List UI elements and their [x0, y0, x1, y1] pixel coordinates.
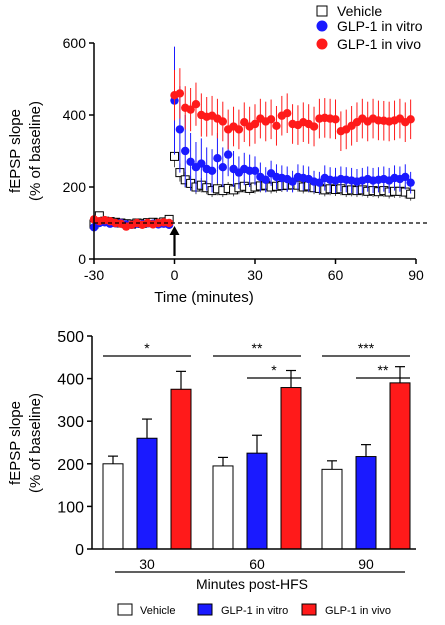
hfs-arrow-icon	[169, 226, 180, 256]
blue-swatch-icon	[197, 603, 213, 616]
legend-label-vehicle: Vehicle	[337, 3, 382, 19]
data-point	[266, 115, 276, 124]
data-point	[250, 166, 260, 175]
bar-chart-bars	[102, 366, 411, 550]
bar-legend-label-glp1-in-vivo: GLP-1 in vivo	[325, 605, 391, 617]
category-label: 60	[249, 556, 265, 572]
bar-glp-1-in-vitro	[246, 452, 268, 550]
bar-legend-item-vehicle: Vehicle	[117, 603, 175, 617]
y-tick-label: 400	[63, 107, 87, 123]
bar-y-tick-label: 200	[57, 457, 84, 474]
data-point	[175, 125, 185, 134]
category-label: 30	[139, 556, 155, 572]
x-tick-label: -30	[84, 267, 104, 283]
data-point	[331, 115, 340, 124]
significance-label: *	[144, 340, 150, 356]
y-axis-label-line2: (% of baseline)	[27, 101, 44, 201]
data-point	[250, 119, 260, 129]
red-swatch-icon	[301, 603, 317, 616]
category-label: 90	[358, 556, 374, 572]
open-square-icon	[316, 5, 328, 17]
bar-chart-axes	[91, 336, 416, 550]
data-point	[272, 121, 281, 130]
bar-chart-ticks: 0 100 200 300 400 500 30 60 90	[57, 329, 374, 572]
bar-y-tick-label: 500	[57, 329, 84, 346]
significance-label: ***	[358, 340, 375, 356]
data-point	[309, 122, 319, 131]
data-point	[218, 163, 227, 172]
data-point	[164, 218, 174, 228]
legend-item-vehicle: Vehicle	[316, 3, 382, 19]
legend-item-glp1-in-vivo: GLP-1 in vivo	[316, 36, 421, 52]
series-vehicle	[89, 145, 416, 229]
data-point	[401, 172, 410, 182]
data-point	[234, 125, 244, 134]
data-point	[207, 166, 217, 175]
red-circle-icon	[316, 38, 328, 50]
legend-label-glp1-in-vivo: GLP-1 in vivo	[337, 36, 421, 52]
bar-vehicle	[102, 463, 124, 550]
bar-glp-1-in-vivo	[389, 382, 411, 550]
data-point	[283, 109, 292, 118]
x-tick-label: 90	[408, 267, 424, 283]
bar-vehicle	[212, 465, 234, 550]
data-point	[186, 157, 195, 166]
bar-legend-label-vehicle: Vehicle	[140, 605, 175, 617]
bar-glp-1-in-vivo	[280, 387, 302, 550]
time-course-series	[89, 46, 416, 232]
data-point	[191, 100, 201, 109]
legend-item-glp1-in-vitro: GLP-1 in vitro	[316, 18, 423, 34]
bar-y-axis-label-line2: (% of baseline)	[27, 393, 44, 493]
hfs-arrow-head	[169, 226, 180, 235]
data-point	[261, 175, 270, 184]
data-point	[218, 117, 227, 126]
data-point	[175, 89, 185, 98]
data-point	[406, 178, 415, 187]
bar-vehicle	[321, 468, 343, 550]
y-tick-label: 600	[63, 35, 87, 51]
data-point	[223, 150, 233, 159]
significance-brackets: * ********	[103, 340, 410, 379]
data-point	[197, 159, 206, 168]
y-axis-label-line1: fEPSP slope	[7, 109, 24, 193]
bar-x-axis-label: Minutes post-HFS	[196, 576, 308, 592]
bar-y-tick-label: 0	[75, 542, 84, 559]
bar-legend-label-glp1-in-vitro: GLP-1 in vitro	[221, 605, 288, 617]
series-glp-1-in-vivo	[89, 68, 415, 231]
y-tick-label: 0	[78, 251, 86, 267]
x-tick-label: 60	[328, 267, 344, 283]
x-tick-label: 0	[171, 267, 179, 283]
significance-label: **	[252, 340, 263, 356]
bar-glp-1-in-vitro	[136, 437, 158, 550]
bar-legend-item-glp1-in-vivo: GLP-1 in vivo	[301, 603, 391, 617]
legend-label-glp1-in-vitro: GLP-1 in vitro	[337, 18, 423, 34]
blue-circle-icon	[316, 20, 328, 32]
white-swatch-icon	[117, 603, 133, 616]
bar-glp-1-in-vitro	[355, 456, 377, 550]
data-point	[181, 146, 190, 156]
bar-legend-item-glp1-in-vitro: GLP-1 in vitro	[197, 603, 288, 617]
significance-label: *	[271, 362, 277, 378]
y-tick-label: 200	[63, 179, 87, 195]
data-point	[213, 154, 222, 163]
data-point	[406, 115, 415, 124]
bar-y-tick-label: 100	[57, 499, 84, 516]
bar-y-tick-label: 300	[57, 414, 84, 431]
x-axis-label: Time (minutes)	[154, 289, 253, 306]
time-course-legend: Vehicle GLP-1 in vitro GLP-1 in vivo	[316, 3, 423, 52]
significance-label: **	[378, 362, 389, 378]
bar-y-axis-label-line1: fEPSP slope	[7, 401, 24, 485]
bar-chart-legend: Vehicle GLP-1 in vitro GLP-1 in vivo	[117, 603, 391, 617]
bar-glp-1-in-vivo	[170, 388, 192, 550]
data-point	[186, 105, 195, 114]
x-tick-label: 30	[247, 267, 263, 283]
bar-y-tick-label: 400	[57, 372, 84, 389]
series-glp-1-in-vitro	[89, 46, 415, 232]
